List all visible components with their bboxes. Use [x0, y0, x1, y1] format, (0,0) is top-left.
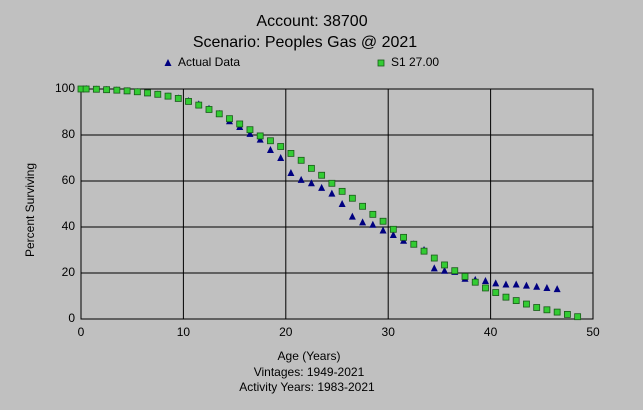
- x-tick-label: 0: [78, 325, 85, 339]
- point: [359, 202, 367, 210]
- point: [451, 267, 459, 275]
- point: [533, 304, 541, 311]
- point: [154, 90, 162, 98]
- y-tick-label: 20: [62, 265, 76, 279]
- x-tick-label: 30: [382, 325, 396, 339]
- y-tick-label: 100: [55, 81, 75, 95]
- y-tick-label: 0: [68, 311, 75, 325]
- point: [164, 92, 172, 100]
- point: [522, 281, 530, 289]
- point: [502, 293, 510, 301]
- point: [297, 175, 305, 183]
- x-tick-label: 50: [586, 325, 600, 339]
- y-tick-label: 60: [62, 173, 76, 187]
- point: [481, 277, 489, 285]
- chart-title: Account: 38700: [256, 13, 367, 30]
- point: [287, 149, 295, 157]
- point: [215, 110, 223, 118]
- point: [226, 115, 233, 123]
- x-tick-label: 20: [279, 325, 293, 339]
- y-tick-label: 40: [62, 219, 76, 233]
- point: [246, 126, 254, 134]
- note: Vintages: 1949-2021: [254, 365, 365, 379]
- point: [430, 264, 438, 272]
- point: [144, 89, 151, 97]
- point: [277, 143, 285, 150]
- point: [338, 187, 346, 195]
- point: [256, 132, 264, 140]
- point: [82, 85, 90, 93]
- point: [328, 179, 336, 187]
- legend-label: Actual Data: [178, 55, 240, 69]
- legend-marker: [377, 59, 385, 67]
- point: [369, 210, 377, 218]
- point: [441, 266, 449, 274]
- point: [328, 189, 336, 197]
- point: [512, 280, 520, 288]
- point: [410, 240, 418, 248]
- point: [379, 226, 387, 234]
- point: [287, 168, 295, 176]
- point: [379, 217, 387, 225]
- point: [461, 273, 469, 280]
- point: [523, 300, 530, 308]
- point: [307, 179, 315, 187]
- point: [492, 289, 500, 296]
- point: [246, 129, 254, 137]
- point: [359, 218, 367, 226]
- point: [389, 231, 397, 239]
- point: [195, 101, 203, 109]
- point: [318, 183, 326, 191]
- point: [553, 285, 561, 293]
- point: [185, 98, 192, 105]
- point: [441, 261, 448, 269]
- point: [236, 120, 244, 128]
- legend-marker: [164, 59, 172, 66]
- point: [482, 284, 489, 292]
- point: [369, 220, 377, 228]
- point: [267, 137, 274, 145]
- y-tick-label: 80: [62, 127, 76, 141]
- point: [471, 278, 479, 286]
- point: [400, 233, 407, 241]
- point: [502, 280, 510, 288]
- x-tick-label: 10: [177, 325, 191, 339]
- x-axis-label: Age (Years): [278, 349, 341, 363]
- point: [533, 282, 541, 290]
- point: [123, 87, 131, 95]
- point: [297, 156, 305, 164]
- point: [277, 154, 285, 161]
- point: [174, 95, 182, 102]
- point: [113, 86, 121, 94]
- point: [266, 145, 274, 153]
- point: [492, 279, 500, 287]
- note: Activity Years: 1983-2021: [239, 380, 375, 394]
- point: [574, 313, 582, 321]
- point: [338, 200, 346, 207]
- point: [318, 171, 326, 179]
- point: [348, 194, 356, 202]
- point: [307, 164, 315, 172]
- legend-label: S1 27.00: [391, 55, 439, 69]
- point: [103, 86, 110, 94]
- y-axis-label: Percent Surviving: [23, 163, 37, 257]
- point: [564, 310, 571, 318]
- point: [389, 225, 397, 233]
- point: [430, 254, 438, 262]
- point: [543, 283, 551, 291]
- point: [512, 297, 520, 305]
- point: [543, 306, 551, 314]
- point: [205, 106, 213, 113]
- point: [553, 308, 561, 316]
- point: [420, 247, 428, 255]
- x-tick-label: 40: [484, 325, 498, 339]
- point: [133, 88, 141, 96]
- chart-subtitle: Scenario: Peoples Gas @ 2021: [193, 34, 417, 51]
- point: [348, 212, 356, 220]
- point: [92, 85, 100, 93]
